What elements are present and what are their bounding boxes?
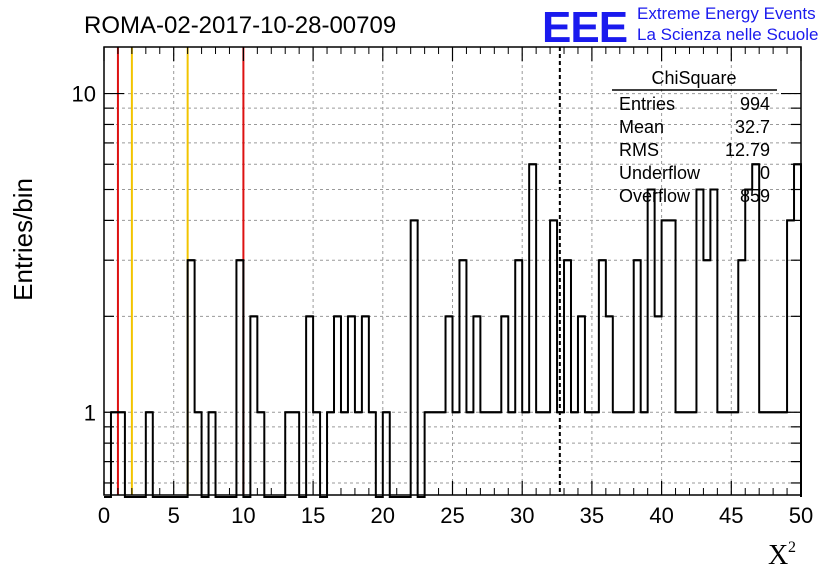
histogram-bins [104,163,802,498]
x-tick-label: 15 [301,503,325,528]
y-tick-label: 1 [84,400,96,425]
chart-title: ROMA-02-2017-10-28-00709 [84,12,396,39]
plot-frame [103,46,802,496]
stats-mean-label: Mean [619,117,664,137]
x-tick-label: 30 [510,503,534,528]
stats-rms-label: RMS [619,140,659,160]
x-tick-label: 50 [789,503,813,528]
logo-line-1: Extreme Energy Events [637,4,816,23]
axis-ticks: 0 5 10 15 20 25 30 35 40 45 50 1 10 [72,47,813,528]
stats-rms-value: 12.79 [725,140,770,160]
stats-overflow-label: Overflow [619,186,691,206]
x-tick-label: 25 [440,503,464,528]
x-tick-label: 35 [580,503,604,528]
x-axis-label-superscript: 2 [788,539,796,556]
stats-mean-value: 32.7 [735,117,770,137]
eee-logo: EEE [542,3,627,52]
stats-box: ChiSquare Entries 994 Mean 32.7 RMS 12.7… [612,68,777,206]
y-axis-label: Entries/bin [8,178,38,301]
x-axis-label: X [768,540,788,571]
stats-underflow-value: 0 [760,163,770,183]
x-tick-label: 10 [231,503,255,528]
stats-underflow-label: Underflow [619,163,701,183]
x-tick-label: 5 [168,503,180,528]
x-tick-label: 40 [649,503,673,528]
logo-line-2: La Scienza nelle Scuole [637,25,818,44]
stats-title: ChiSquare [651,68,736,88]
x-tick-label: 45 [719,503,743,528]
stats-entries-label: Entries [619,94,675,114]
y-tick-label: 10 [72,82,96,107]
x-tick-label: 0 [98,503,110,528]
stats-overflow-value: 859 [740,186,770,206]
x-tick-label: 20 [371,503,395,528]
stats-entries-value: 994 [740,94,770,114]
